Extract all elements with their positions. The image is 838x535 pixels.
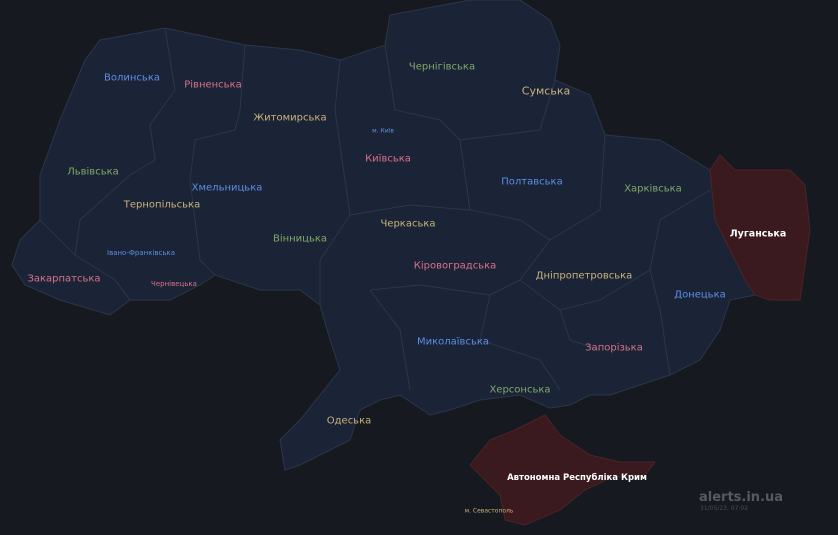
region-label-lvivska[interactable]: Львівська [67, 166, 119, 178]
region-label-dnipropetrovska[interactable]: Дніпропетровська [535, 270, 633, 282]
region-label-volynska[interactable]: Волинська [104, 72, 160, 84]
region-label-poltavska[interactable]: Полтавська [501, 176, 563, 188]
region-label-mykolaivska[interactable]: Миколаївська [416, 336, 490, 348]
region-label-zaporizka[interactable]: Запорізька [585, 342, 643, 354]
region-label-khmelnytska[interactable]: Хмельницька [191, 182, 263, 194]
region-label-ivano-frankivska[interactable]: Івано-Франківська [107, 249, 175, 257]
region-label-ternopilska[interactable]: Тернопільська [123, 199, 201, 211]
ukraine-territory [11, 0, 756, 471]
region-label-odeska[interactable]: Одеська [326, 415, 372, 427]
region-label-kharkivska[interactable]: Харківська [624, 183, 682, 195]
watermark-date: 31/05/23, 07:02 [700, 505, 749, 512]
region-label-kirovohradska[interactable]: Кіровоградська [413, 260, 497, 272]
region-label-sumska[interactable]: Сумська [521, 84, 571, 98]
region-label-zhytomyrska[interactable]: Житомирська [253, 112, 327, 124]
region-label-chernihivska[interactable]: Чернігівська [408, 61, 476, 73]
region-label-sevastopol[interactable]: м. Севастополь [464, 507, 514, 515]
region-label-crimea[interactable]: Автономна Республіка Крим [507, 473, 647, 483]
region-label-kyivska[interactable]: Київська [365, 153, 411, 165]
region-label-zakarpatska[interactable]: Закарпатська [27, 273, 101, 285]
region-label-cherkaska[interactable]: Черкаська [380, 218, 436, 230]
region-luhanska-alert[interactable] [709, 154, 811, 301]
region-label-vinnytska[interactable]: Вінницька [272, 233, 328, 245]
oblast-borders [39, 27, 711, 391]
region-label-chernivetska[interactable]: Чернівецька [151, 280, 197, 288]
region-label-rivnenska[interactable]: Рівненська [184, 79, 242, 91]
region-label-kyiv-city[interactable]: м. Київ [372, 127, 394, 135]
region-crimea-alert[interactable] [469, 414, 657, 526]
region-label-luhanska[interactable]: Луганська [729, 228, 787, 240]
watermark-site: alerts.in.ua [699, 490, 784, 505]
region-label-khersonska[interactable]: Херсонська [489, 384, 551, 396]
region-label-donetska[interactable]: Донецька [674, 289, 726, 301]
